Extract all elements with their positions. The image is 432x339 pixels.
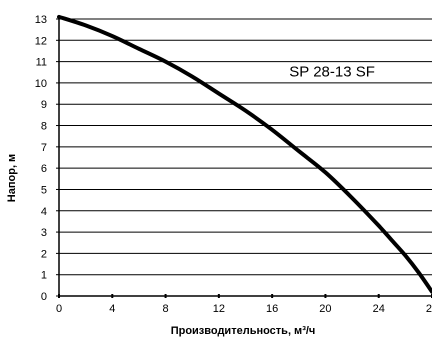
series-layer <box>57 14 432 294</box>
x-tick-label-0: 0 <box>56 303 62 315</box>
y-axis-label: Напор, м <box>6 154 18 202</box>
x-tick-label-24: 24 <box>373 303 385 315</box>
y-tick-label-8: 8 <box>41 121 47 133</box>
y-tick-label-12: 12 <box>35 35 47 47</box>
y-tick-label-3: 3 <box>41 227 47 239</box>
curve-label-annotation: SP 28-13 SF <box>289 64 375 81</box>
y-tick-label-11: 11 <box>36 57 47 69</box>
x-tick-label-4: 4 <box>109 303 115 315</box>
y-tick-label-7: 7 <box>41 142 47 154</box>
annotation-layer: SP 28-13 SF <box>289 64 375 81</box>
axes <box>58 18 432 297</box>
y-tick-label-1: 1 <box>41 270 47 282</box>
x-tick-label-28: 28 <box>426 303 432 315</box>
x-axis-ticks: 0 4 8 12 16 20 24 28 <box>56 294 432 315</box>
y-tick-label-0: 0 <box>41 291 47 303</box>
x-tick-label-20: 20 <box>319 303 331 315</box>
y-tick-label-4: 4 <box>41 206 47 218</box>
x-axis-label: Производительность, м³/ч <box>171 325 316 337</box>
y-tick-label-5: 5 <box>41 184 47 196</box>
grid-lines <box>59 18 432 276</box>
x-tick-label-16: 16 <box>266 303 278 315</box>
y-tick-label-13: 13 <box>35 14 47 26</box>
y-tick-label-6: 6 <box>41 163 47 175</box>
x-tick-label-12: 12 <box>213 303 225 315</box>
y-tick-label-10: 10 <box>35 78 47 90</box>
y-tick-label-2: 2 <box>41 248 47 260</box>
series-line-0 <box>57 14 432 294</box>
y-tick-label-9: 9 <box>41 99 47 111</box>
x-tick-label-8: 8 <box>163 303 169 315</box>
